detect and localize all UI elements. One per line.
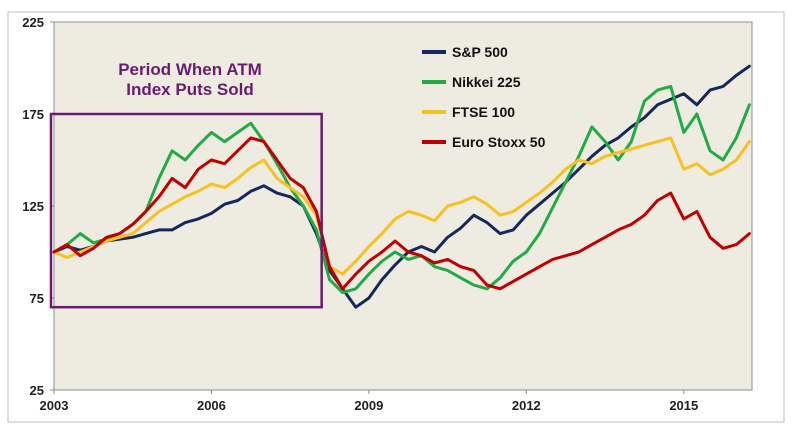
- x-tick-label: 2003: [40, 398, 69, 413]
- y-tick-label: 225: [22, 15, 44, 30]
- annotation-text-line-1: Period When ATM: [118, 60, 262, 79]
- series-line-s-p-500: [52, 64, 751, 309]
- annotation-text-line-2: Index Puts Sold: [126, 80, 254, 99]
- y-tick-label: 175: [22, 107, 44, 122]
- legend-label: Euro Stoxx 50: [452, 134, 546, 150]
- y-tick-label: 125: [22, 199, 44, 214]
- series-line-nikkei-225: [52, 84, 751, 294]
- x-tick-label: 2015: [669, 398, 698, 413]
- y-tick-label: 25: [30, 383, 44, 398]
- legend-label: Nikkei 225: [452, 74, 521, 90]
- legend-label: FTSE 100: [452, 104, 515, 120]
- x-axis: 2003 2006 2009 2012 2015: [40, 390, 698, 413]
- series-layer: [52, 64, 751, 309]
- annotation: Period When ATM Index Puts Sold: [49, 60, 323, 309]
- series-line-ftse-100: [52, 136, 751, 276]
- annotation-box: [49, 112, 323, 309]
- series-line-euro-stoxx-50: [52, 136, 751, 291]
- y-tick-label: 75: [30, 291, 44, 306]
- x-tick-label: 2006: [197, 398, 226, 413]
- x-tick-label: 2012: [512, 398, 541, 413]
- legend: S&P 500 Nikkei 225 FTSE 100 Euro Stoxx 50: [422, 44, 546, 150]
- y-axis: 25 75 125 175 225: [22, 15, 54, 398]
- x-tick-label: 2009: [354, 398, 383, 413]
- legend-label: S&P 500: [452, 44, 508, 60]
